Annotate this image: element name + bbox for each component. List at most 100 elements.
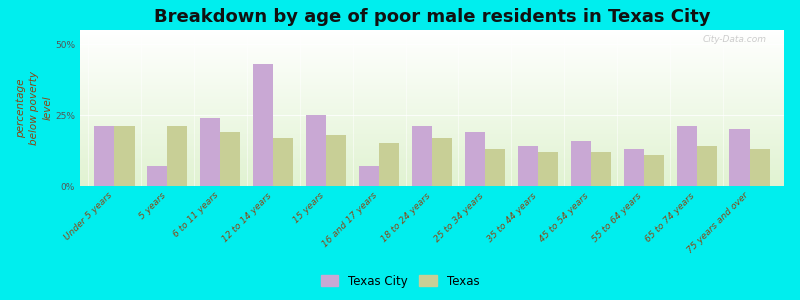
Bar (80, 46, 784, 47)
Bar (80, 30, 784, 31)
Bar (80, 77, 784, 78)
Bar (80, 130, 784, 131)
Bar (80, 175, 784, 176)
Bar (80, 110, 784, 111)
Text: City-Data.com: City-Data.com (702, 35, 766, 44)
Bar (80, 104, 784, 105)
Bar (80, 68, 784, 69)
Bar (80, 79, 784, 80)
Bar (80, 99, 784, 100)
Bar (80, 53, 784, 54)
Bar (80, 66, 784, 67)
Bar (730, 129, 750, 186)
Bar (80, 70, 784, 71)
Bar (80, 120, 784, 121)
Bar (167, 126, 187, 186)
Bar (80, 58, 784, 59)
Bar (80, 61, 784, 62)
Bar (80, 152, 784, 153)
Bar (80, 80, 784, 81)
Bar (80, 56, 784, 57)
Bar (80, 180, 784, 181)
Bar (80, 143, 784, 144)
Bar (80, 85, 784, 86)
Bar (114, 126, 134, 186)
Bar (80, 65, 784, 66)
Bar (80, 63, 784, 64)
Bar (274, 138, 294, 186)
Bar (80, 173, 784, 174)
Bar (80, 102, 784, 103)
Bar (80, 148, 784, 149)
Bar (432, 138, 452, 186)
Bar (80, 129, 784, 130)
Bar (80, 44, 784, 45)
Bar (80, 87, 784, 88)
Bar (80, 40, 784, 41)
Bar (80, 90, 784, 91)
Bar (80, 184, 784, 185)
Bar (80, 41, 784, 42)
Bar (80, 183, 784, 184)
Bar (80, 164, 784, 165)
Bar (80, 181, 784, 182)
Bar (80, 122, 784, 123)
Bar (80, 47, 784, 48)
Bar (80, 73, 784, 74)
Bar (80, 43, 784, 44)
Bar (485, 149, 505, 186)
Bar (518, 146, 538, 186)
Bar (80, 151, 784, 152)
Bar (80, 75, 784, 76)
Bar (80, 55, 784, 56)
Bar (80, 166, 784, 167)
Bar (80, 31, 784, 32)
Bar (80, 136, 784, 137)
Bar (80, 155, 784, 156)
Bar (80, 82, 784, 83)
Bar (80, 140, 784, 141)
Title: Breakdown by age of poor male residents in Texas City: Breakdown by age of poor male residents … (154, 8, 710, 26)
Bar (80, 106, 784, 107)
Bar (80, 34, 784, 35)
Bar (80, 95, 784, 96)
Bar (359, 166, 379, 186)
Bar (80, 172, 784, 173)
Bar (80, 38, 784, 39)
Bar (644, 155, 664, 186)
Y-axis label: percentage
below poverty
level: percentage below poverty level (16, 71, 52, 145)
Bar (80, 64, 784, 65)
Bar (80, 161, 784, 162)
Bar (80, 169, 784, 170)
Bar (697, 146, 717, 186)
Bar (326, 135, 346, 186)
Bar (80, 100, 784, 101)
Bar (80, 168, 784, 169)
Bar (80, 134, 784, 135)
Bar (80, 128, 784, 129)
Bar (80, 179, 784, 180)
Bar (80, 123, 784, 124)
Bar (80, 163, 784, 164)
Bar (80, 37, 784, 38)
Bar (80, 154, 784, 155)
Legend: Texas City, Texas: Texas City, Texas (318, 271, 482, 291)
Bar (80, 45, 784, 46)
Bar (80, 36, 784, 37)
Bar (80, 78, 784, 79)
Bar (80, 74, 784, 75)
Bar (80, 124, 784, 125)
Bar (80, 145, 784, 146)
Bar (253, 64, 274, 186)
Bar (80, 174, 784, 175)
Bar (80, 133, 784, 134)
Bar (306, 115, 326, 186)
Bar (80, 170, 784, 171)
Bar (80, 157, 784, 158)
Bar (80, 96, 784, 97)
Bar (80, 76, 784, 77)
Bar (80, 176, 784, 177)
Bar (80, 160, 784, 161)
Bar (80, 147, 784, 148)
Bar (80, 126, 784, 127)
